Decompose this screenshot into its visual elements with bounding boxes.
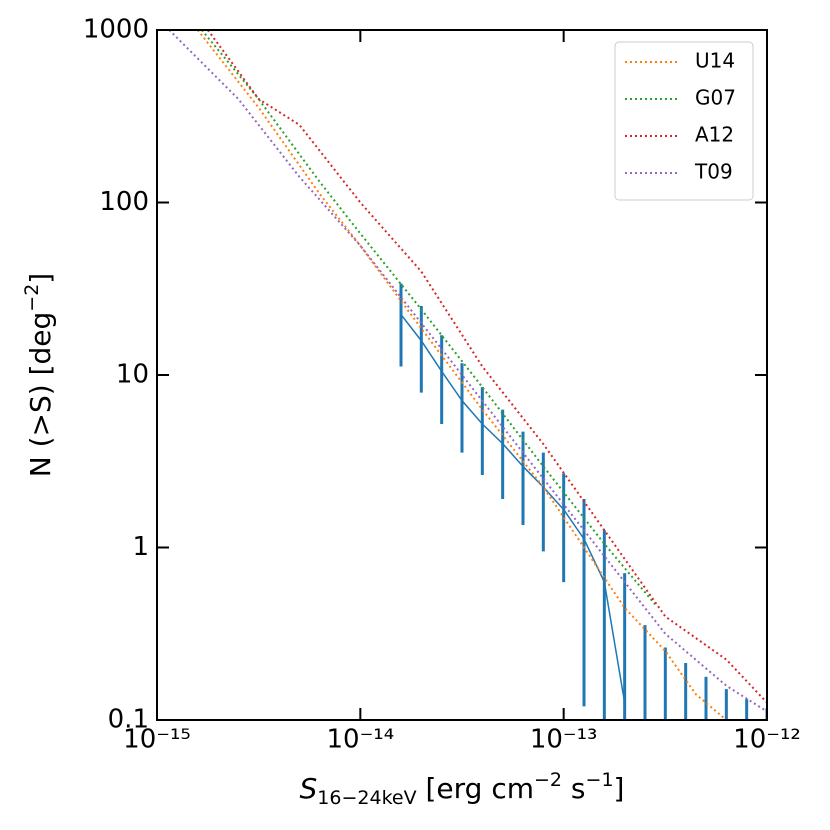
frame — [156, 29, 768, 721]
y-tick-label: 10 — [116, 360, 149, 390]
plot-area — [168, 30, 767, 720]
legend-label: A12 — [695, 123, 734, 147]
x-tick-label: 10⁻¹³ — [530, 725, 598, 755]
model-line — [196, 30, 727, 720]
legend-label: G07 — [695, 86, 736, 110]
x-label-part: S — [300, 772, 318, 805]
legend-label: U14 — [695, 49, 735, 73]
legend: U14 G07 A12 T09 — [614, 41, 754, 201]
y-label-part: ] — [24, 273, 57, 284]
y-label-part: −2 — [21, 284, 43, 312]
y-tick-label: 1 — [132, 532, 149, 562]
y-tick-label: 100 — [99, 187, 149, 217]
x-tick-label: 10⁻¹⁴ — [327, 725, 395, 755]
y-label-part: N (>S) [deg — [24, 312, 57, 478]
legend-label: T09 — [694, 160, 733, 184]
x-label-part: 16−24keV — [317, 787, 416, 809]
x-tick-label: 10⁻¹⁵ — [123, 725, 191, 755]
x-tick-label: 10⁻¹² — [733, 725, 801, 755]
y-tick-label: 1000 — [83, 15, 149, 45]
x-label-part: s — [562, 772, 586, 805]
x-axis-label: S16−24keV [erg cm−2 s−1] — [300, 769, 625, 809]
x-label-part: [erg cm — [417, 772, 534, 805]
y-tick-label: 0.1 — [108, 705, 149, 735]
x-label-part: −2 — [534, 769, 562, 791]
axes: 10⁻¹⁵ 10⁻¹⁴ 10⁻¹³ 10⁻¹² 0.1 1 10 100 1000 — [83, 15, 801, 755]
legend-box — [614, 41, 754, 201]
x-label-part: ] — [614, 772, 625, 805]
model-line — [200, 30, 656, 606]
y-axis-label: N (>S) [deg−2] — [21, 273, 57, 477]
model-line — [168, 30, 767, 713]
measured-line — [400, 314, 626, 703]
x-label-part: −1 — [586, 769, 614, 791]
